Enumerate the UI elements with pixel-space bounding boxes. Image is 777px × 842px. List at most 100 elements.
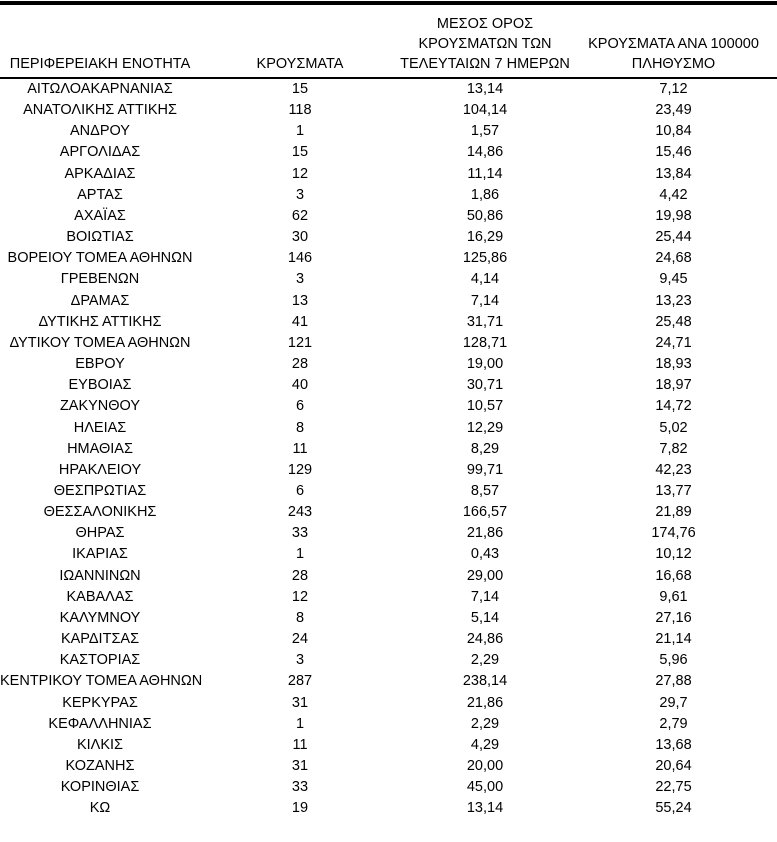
cell-avg-7day: 2,29 <box>470 652 500 669</box>
table-row: ΑΡΤΑΣ 3 1,86 4,42 <box>0 185 777 206</box>
column-header-region: ΠΕΡΙΦΕΡΕΙΑΚΗ ΕΝΟΤΗΤΑ <box>0 3 200 79</box>
cell-region: ΚΑΛΥΜΝΟΥ <box>59 609 141 626</box>
cell-avg-7day: 16,29 <box>466 229 504 246</box>
cell-cases: 40 <box>291 377 309 394</box>
cell-per-100k: 18,97 <box>655 377 692 394</box>
cell-per-100k: 24,71 <box>655 334 692 351</box>
cell-region: ΑΝΑΤΟΛΙΚΗΣ ΑΤΤΙΚΗΣ <box>23 102 177 119</box>
cell-region: ΚΑΣΤΟΡΙΑΣ <box>59 652 141 669</box>
table-row: ΚΕΦΑΛΛΗΝΙΑΣ 1 2,29 2,79 <box>0 714 777 735</box>
cell-region: ΚΕΡΚΥΡΑΣ <box>62 694 138 711</box>
cell-cases: 6 <box>295 482 305 499</box>
cell-cases: 19 <box>291 800 309 817</box>
cell-region: ΚΟΖΑΝΗΣ <box>65 758 135 774</box>
cell-per-100k: 9,61 <box>659 588 688 605</box>
cell-cases: 24 <box>291 631 309 648</box>
cell-per-100k: 13,84 <box>655 165 692 182</box>
cell-per-100k: 18,93 <box>655 356 692 373</box>
cell-avg-7day: 104,14 <box>462 102 508 119</box>
table-row: ΑΙΤΩΛΟΑΚΑΡΝΑΝΙΑΣ 15 13,14 7,12 <box>0 78 777 100</box>
cell-cases: 12 <box>291 588 309 605</box>
table-row: ΚΟΖΑΝΗΣ 31 20,00 20,64 <box>0 756 777 777</box>
cell-avg-7day: 30,71 <box>466 377 504 394</box>
table-row: ΒΟΡΕΙΟΥ ΤΟΜΕΑ ΑΘΗΝΩΝ 146 125,86 24,68 <box>0 248 777 269</box>
cell-per-100k: 9,45 <box>659 271 688 288</box>
table-row: ΔΡΑΜΑΣ 13 7,14 13,23 <box>0 291 777 312</box>
table-row: ΗΛΕΙΑΣ 8 12,29 5,02 <box>0 418 777 439</box>
cell-avg-7day: 4,29 <box>470 736 500 753</box>
cell-cases: 15 <box>291 144 309 161</box>
table-row: ΚΑΒΑΛΑΣ 12 7,14 9,61 <box>0 587 777 608</box>
table-row: ΒΟΙΩΤΙΑΣ 30 16,29 25,44 <box>0 227 777 248</box>
cell-region: ΑΡΚΑΔΙΑΣ <box>64 165 136 182</box>
cell-avg-7day: 2,29 <box>470 715 500 732</box>
cell-cases: 3 <box>295 271 305 288</box>
cell-region: ΑΡΤΑΣ <box>77 186 123 203</box>
cell-per-100k: 4,42 <box>659 186 688 203</box>
cell-region: ΖΑΚΥΝΘΟΥ <box>59 398 141 415</box>
cell-per-100k: 2,79 <box>659 715 688 732</box>
table-row: ΙΚΑΡΙΑΣ 1 0,43 10,12 <box>0 544 777 565</box>
cell-cases: 3 <box>295 186 305 203</box>
cell-avg-7day: 21,86 <box>466 525 504 542</box>
column-header-cases: ΚΡΟΥΣΜΑΤΑ <box>200 3 400 79</box>
cell-region: ΑΝΔΡΟΥ <box>70 123 130 140</box>
cell-avg-7day: 238,14 <box>462 673 508 690</box>
table-row: ΑΧΑΪΑΣ 62 50,86 19,98 <box>0 206 777 227</box>
table-row: ΚΙΛΚΙΣ 11 4,29 13,68 <box>0 735 777 756</box>
cell-region: ΘΕΣΠΡΩΤΙΑΣ <box>53 482 147 499</box>
table-row: ΔΥΤΙΚΗΣ ΑΤΤΙΚΗΣ 41 31,71 25,48 <box>0 312 777 333</box>
cell-avg-7day: 8,57 <box>470 482 500 499</box>
cell-region: ΗΜΑΘΙΑΣ <box>67 440 133 457</box>
cell-region: ΚΟΡΙΝΘΙΑΣ <box>60 779 140 796</box>
cell-cases: 121 <box>287 334 313 351</box>
cell-cases: 28 <box>291 356 309 373</box>
cell-cases: 118 <box>288 102 312 119</box>
cell-region: ΒΟΡΕΙΟΥ ΤΟΜΕΑ ΑΘΗΝΩΝ <box>7 250 193 267</box>
cell-region: ΚΕΦΑΛΛΗΝΙΑΣ <box>48 715 152 732</box>
cell-avg-7day: 19,00 <box>466 356 504 373</box>
cell-avg-7day: 20,00 <box>466 758 504 774</box>
cell-avg-7day: 10,57 <box>466 398 504 415</box>
cell-cases: 287 <box>287 673 313 690</box>
cell-cases: 12 <box>291 165 309 182</box>
cell-region: ΑΧΑΪΑΣ <box>74 207 126 224</box>
cell-cases: 243 <box>287 504 313 521</box>
table-row: ΚΟΡΙΝΘΙΑΣ 33 45,00 22,75 <box>0 777 777 798</box>
cell-per-100k: 23,49 <box>655 102 692 119</box>
cell-cases: 1 <box>295 123 305 140</box>
cell-per-100k: 16,68 <box>655 567 692 584</box>
table-row: ΚΕΡΚΥΡΑΣ 31 21,86 29,7 <box>0 693 777 714</box>
cell-cases: 31 <box>291 758 309 774</box>
cell-avg-7day: 50,86 <box>466 207 504 224</box>
cell-per-100k: 10,12 <box>655 546 692 563</box>
cell-per-100k: 42,23 <box>655 461 692 478</box>
cell-region: ΔΥΤΙΚΗΣ ΑΤΤΙΚΗΣ <box>38 313 162 330</box>
column-header-avg-7day: ΜΕΣΟΣ ΟΡΟΣ ΚΡΟΥΣΜΑΤΩΝ ΤΩΝ ΤΕΛΕΥΤΑΙΩΝ 7 Η… <box>400 3 570 79</box>
cell-region: ΘΕΣΣΑΛΟΝΙΚΗΣ <box>43 504 157 521</box>
cell-cases: 62 <box>291 207 309 224</box>
cell-region: ΚΩ <box>89 800 111 817</box>
cell-region: ΚΕΝΤΡΙΚΟΥ ΤΟΜΕΑ ΑΘΗΝΩΝ <box>0 673 203 690</box>
table-row: ΕΒΡΟΥ 28 19,00 18,93 <box>0 354 777 375</box>
table-row: ΚΑΣΤΟΡΙΑΣ 3 2,29 5,96 <box>0 650 777 671</box>
cell-region: ΗΡΑΚΛΕΙΟΥ <box>58 461 142 478</box>
cell-region: ΚΑΒΑΛΑΣ <box>66 588 134 605</box>
table-body: ΑΙΤΩΛΟΑΚΑΡΝΑΝΙΑΣ 15 13,14 7,12 ΑΝΑΤΟΛΙΚΗ… <box>0 78 777 819</box>
table-row: ΗΜΑΘΙΑΣ 11 8,29 7,82 <box>0 439 777 460</box>
cell-per-100k: 27,16 <box>655 609 692 626</box>
cell-per-100k: 20,64 <box>655 758 692 774</box>
cell-avg-7day: 7,14 <box>470 588 500 605</box>
cell-avg-7day: 11,14 <box>467 165 503 182</box>
cell-per-100k: 7,82 <box>659 440 688 457</box>
cell-avg-7day: 24,86 <box>466 631 504 648</box>
table-row: ΙΩΑΝΝΙΝΩΝ 28 29,00 16,68 <box>0 566 777 587</box>
cell-per-100k: 5,96 <box>659 652 688 669</box>
table-row: ΚΑΡΔΙΤΣΑΣ 24 24,86 21,14 <box>0 629 777 650</box>
table-row: ΑΝΔΡΟΥ 1 1,57 10,84 <box>0 121 777 142</box>
cell-avg-7day: 13,14 <box>466 81 504 97</box>
cell-avg-7day: 12,29 <box>466 419 504 436</box>
cell-avg-7day: 1,57 <box>470 123 500 140</box>
cell-cases: 8 <box>295 609 305 626</box>
